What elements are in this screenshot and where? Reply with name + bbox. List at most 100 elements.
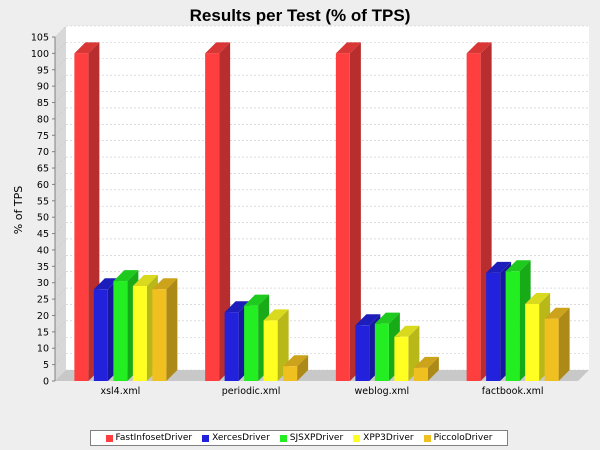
y-tick-label: 80 [37,114,49,125]
bar-front [466,53,481,381]
y-tick-label: 55 [37,196,49,207]
grid-line-left [54,91,67,103]
x-tick-label: weblog.xml [355,386,410,397]
bar-front [486,272,501,381]
bar-front [93,289,108,381]
y-tick-label: 85 [37,98,49,109]
y-tick-label: 90 [37,82,49,93]
bar-front [374,323,389,381]
grid-line-left [54,140,67,152]
bar-side [166,278,178,381]
bar-front [113,281,128,381]
legend-label: SJSXPDriver [289,433,344,443]
y-tick-label: 5 [43,360,49,371]
bar-side [297,355,309,381]
grid-line-left [54,205,67,218]
y-tick-label: 45 [37,229,49,240]
bar-side [427,356,439,381]
plot-back-wall [66,26,589,370]
grid-line-left [54,25,67,38]
bar-top [374,312,400,324]
y-tick-label: 75 [37,131,49,142]
bar-top [355,314,381,326]
legend-swatch [202,434,210,442]
grid-line-left [54,222,67,234]
bar [283,355,309,381]
y-tick-label: 50 [37,213,49,224]
bar-top [466,42,492,54]
bar-front [74,53,89,381]
legend-entry: XercesDriver [202,433,270,443]
grid-line-left [54,320,67,333]
bar-top [74,42,100,54]
bar-front [505,271,520,381]
legend-swatch [353,434,361,442]
legend-label: FastInfosetDriver [115,433,193,443]
legend-entry: PiccoloDriver [423,433,493,443]
grid-line-left [54,304,67,316]
y-tick-label: 60 [37,180,49,191]
bar-front [152,289,167,381]
grid-line-left [54,42,67,54]
grid-line-left [54,271,67,283]
legend: FastInfosetDriver XercesDriver SJSXPDriver… [90,430,508,446]
bar-top [413,356,439,368]
grid-line-left [54,58,67,70]
chart-title: Results per Test (% of TPS) [189,6,411,25]
x-axis: xsl4.xml periodic.xml weblog.xml factbook.x… [100,386,543,397]
bar-front [263,320,278,381]
y-tick-label: 70 [37,147,49,158]
grid-line-left [54,124,67,136]
bar-front [205,53,220,381]
x-tick-label: factbook.xml [482,386,544,397]
bar-top [544,307,570,319]
legend-swatch [279,434,287,442]
grid-line-left [54,353,67,365]
y-axis-label: % of TPS [12,186,25,234]
grid-lines [54,25,589,382]
bar-top [205,42,231,54]
legend-entry: XPP3Driver [353,433,414,443]
grid-line-left [54,369,67,382]
bar-top [93,278,119,290]
bar [335,42,361,381]
bar-top [113,270,139,282]
y-tick-label: 95 [37,65,49,76]
bar [263,309,289,381]
bar-top [335,42,361,54]
grid-line-left [54,337,67,349]
bar-top [505,260,531,272]
bar-side [277,309,289,381]
legend-label: PiccoloDriver [433,433,493,443]
bar [544,307,570,381]
y-tick-label: 30 [37,278,49,289]
y-tick-label: 35 [37,262,49,273]
grid-line-left [54,74,67,87]
bar-top [394,325,420,337]
bar-top [244,294,270,306]
grid-line-left [54,238,67,251]
y-tick-label: 0 [43,377,49,388]
y-tick-label: 105 [31,33,49,44]
bar [205,42,231,381]
bar-front [544,318,559,381]
legend-swatch [105,434,113,442]
y-tick-label: 10 [37,344,49,355]
bar-front [525,304,540,381]
bar-front [283,366,298,381]
bar-front [413,367,428,381]
legend-label: XPP3Driver [363,433,414,443]
bar-front [335,53,350,381]
bar-top [224,301,250,313]
bar-front [132,285,147,381]
bar-front [355,325,370,381]
bar-top [132,274,158,286]
x-tick-label: xsl4.xml [100,386,140,397]
bar-side [219,42,231,381]
bar-top [263,309,289,321]
y-tick-label: 65 [37,164,49,175]
legend-entry: SJSXPDriver [279,433,344,443]
grid-line-left [54,287,67,300]
bar-top [152,278,178,290]
